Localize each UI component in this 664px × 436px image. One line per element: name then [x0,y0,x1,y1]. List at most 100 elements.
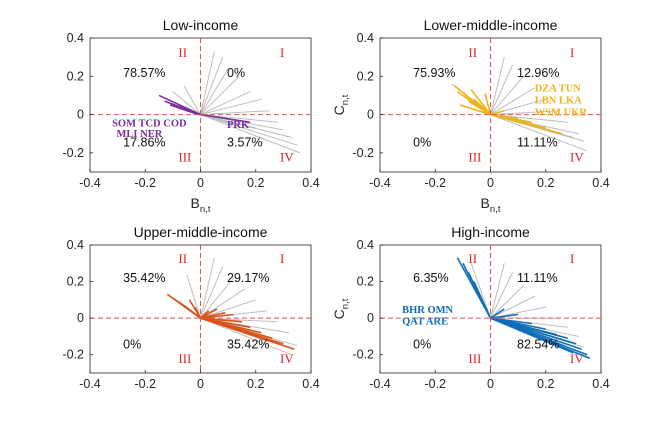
highlight-line-p4-7 [490,313,519,319]
y-axis-label-p2: Cn,t [331,94,351,115]
x-axis-label-p2: Bn,t [481,195,501,215]
chart-title-p2: Lower-middle-income [424,17,558,33]
quadrant-label-p1-II: II [178,45,187,60]
grey-line-p1-16 [200,114,256,129]
highlight-line-p4-6 [490,308,505,319]
country-codes-p1-2: MLI NER [117,129,163,140]
xtick-label-p3-4: 0.2 [247,377,264,391]
xtick-label-p2-2: -0.2 [424,176,446,190]
highlight-line-p3-6 [194,306,202,319]
quadrant-percent-p1-III: 17.86% [123,136,165,150]
grey-line-p3-1 [200,257,215,319]
grey-line-p1-2 [200,56,224,115]
quadrant-label-p1-I: I [280,45,284,60]
quadrant-percent-p3-II: 35.42% [123,271,165,285]
quadrant-percent-p4-IV: 82.54% [517,338,559,352]
xtick-label-p3-1: -0.4 [79,377,101,391]
xtick-label-p1-2: -0.2 [134,176,156,190]
grey-line-p4-2 [490,272,514,319]
grey-line-p1-4 [200,75,240,115]
highlight-line-p2-10 [490,109,505,116]
quadrant-label-p4-III: III [468,351,481,366]
ytick-label-p3-1: 0.4 [67,238,84,252]
xtick-label-p1-5: 0.4 [302,176,319,190]
xtick-label-p2-4: 0.2 [537,176,554,190]
xtick-label-p2-3: 0 [487,176,494,190]
country-codes-p2-2: LBN LKA [535,96,582,107]
grey-line-p2-2 [490,64,514,115]
quadrant-label-p1-III: III [178,149,191,164]
xtick-label-p4-5: 0.4 [592,377,609,391]
chart-title-p3: Upper-middle-income [134,224,268,240]
quadrant-label-p4-II: II [468,251,477,266]
quadrant-label-p3-II: II [178,251,187,266]
grey-line-p4-10 [470,263,491,319]
x-axis-label-p1: Bn,t [191,195,211,215]
quadrant-percent-p1-IV: 3.57% [227,136,262,150]
ytick-label-p1-4: -0.2 [62,146,84,160]
country-codes-p4-2: QAT ARE [402,316,448,327]
grey-line-p2-3 [490,75,525,115]
xtick-label-p3-2: -0.2 [134,377,156,391]
highlight-line-p3-4 [183,304,201,319]
quadrant-label-p2-IV: IV [570,149,584,164]
quadrant-label-p3-IV: IV [280,351,294,366]
highlight-line-p2-9 [484,93,492,115]
ytick-label-p1-1: 0.4 [67,31,84,45]
grey-line-p1-13 [172,91,201,115]
grey-line-p1-1 [200,51,215,115]
chart-title-p1: Low-income [163,17,239,33]
highlight-line-p1-8 [200,113,251,124]
highlight-line-p2-14 [490,113,563,135]
country-codes-p2-3: WSM UKR [535,108,588,119]
quadrant-percent-p4-I: 11.11% [517,271,558,285]
grey-line-p1-7 [200,110,270,116]
ytick-label-p1-2: 0.2 [67,69,84,83]
quadrant-label-p4-I: I [570,251,574,266]
xtick-label-p3-3: 0 [197,377,204,391]
country-codes-p1-1: SOM TCD COD [112,118,187,129]
xtick-label-p1-4: 0.2 [247,176,264,190]
highlight-line-p3-10 [200,313,234,319]
xtick-label-p4-3: 0 [487,377,494,391]
country-codes-p2-1: DZA TUN [535,84,582,95]
grey-line-p1-6 [200,98,262,116]
grey-line-p1-5 [200,91,251,116]
grey-line-p4-4 [490,295,535,319]
grey-line-p1-14 [183,85,201,115]
ytick-label-p3-4: -0.2 [62,348,84,362]
highlight-line-p3-8 [200,308,218,319]
grey-line-p2-1 [490,57,505,115]
grey-line-p4-3 [490,284,525,319]
xtick-label-p4-4: 0.2 [537,377,554,391]
y-axis-label-p4: Cn,t [331,298,351,319]
quadrant-percent-p2-II: 75.93% [413,66,455,80]
quadrant-label-p4-IV: IV [570,351,584,366]
ytick-label-p2-1: 0.4 [357,31,374,45]
quadrant-percent-p1-I: 0% [227,66,245,80]
quadrant-percent-p4-II: 6.35% [413,271,448,285]
quadrant-label-p1-IV: IV [280,149,294,164]
quadrant-percent-p2-IV: 11.11% [517,136,558,150]
xtick-label-p4-1: -0.4 [369,377,391,391]
quadrant-percent-p2-I: 12.96% [517,66,559,80]
xtick-label-p1-3: 0 [197,176,204,190]
ytick-label-p2-2: 0.2 [357,69,374,83]
country-codes-p4-1: BHR OMN [402,305,453,316]
quadrant-percent-p1-II: 78.57% [123,66,165,80]
grey-line-p3-11 [186,274,201,319]
quadrant-label-p2-III: III [468,149,481,164]
grey-line-p1-12 [200,114,301,154]
highlight-line-p2-15 [459,104,491,116]
xtick-label-p3-5: 0.4 [302,377,319,391]
quadrant-label-p2-II: II [468,45,477,60]
ytick-label-p4-2: 0.2 [357,275,374,289]
quadrant-percent-p4-III: 0% [413,338,431,352]
quadrant-label-p2-I: I [570,45,574,60]
grey-line-p3-5 [200,299,256,319]
grey-line-p2-6 [490,110,560,116]
highlight-line-p4-16 [490,317,574,354]
grey-line-p3-3 [200,277,235,319]
xtick-label-p1-1: -0.4 [79,176,101,190]
